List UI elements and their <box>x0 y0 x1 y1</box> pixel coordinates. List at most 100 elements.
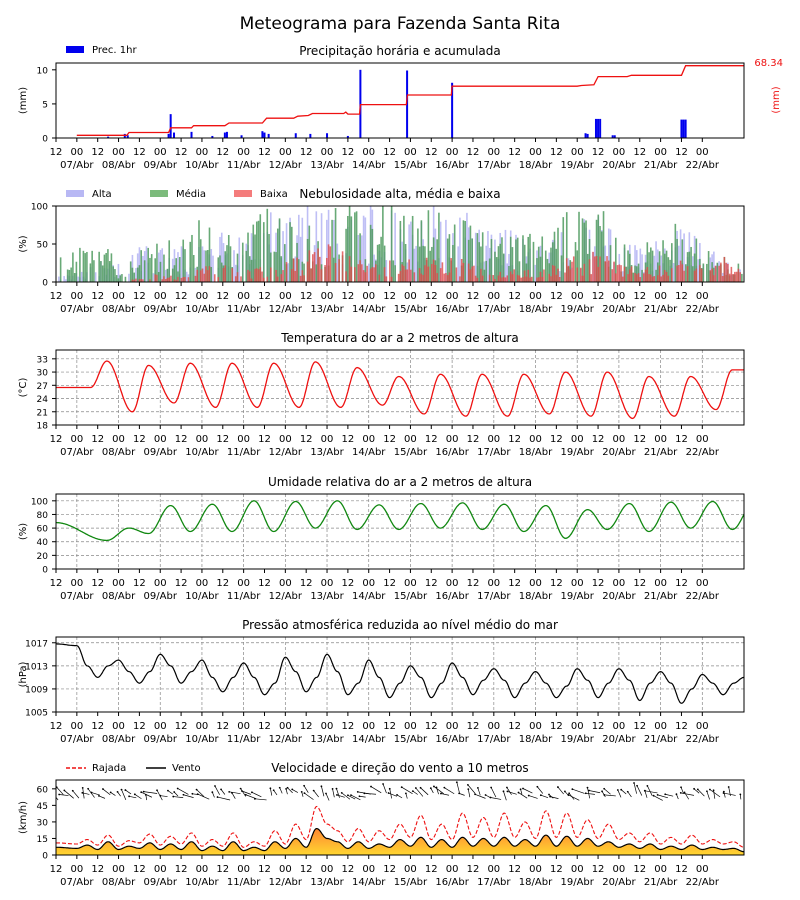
x-date-label: 15/Abr <box>394 160 428 171</box>
wind-arrow-head <box>519 788 522 791</box>
cloud-bar-alta <box>413 248 416 282</box>
cloud-bar-alta <box>434 228 437 282</box>
cloud-bar-baixa <box>720 262 722 282</box>
x-tick-label: 00 <box>696 721 709 732</box>
cloud-bar-baixa <box>131 279 134 282</box>
x-tick-label: 00 <box>112 291 125 302</box>
cloud-bar-media <box>438 212 440 282</box>
cloud-bar-media <box>226 245 228 282</box>
cloud-bar-baixa <box>501 277 503 282</box>
precip-bar <box>451 82 454 138</box>
x-tick-label: 00 <box>487 721 500 732</box>
cloud-bar-baixa <box>320 269 323 282</box>
wind-arrow <box>644 790 658 794</box>
wind-arrow <box>647 785 653 796</box>
cloud-bar-media <box>481 232 484 282</box>
wind-arrow-head <box>388 787 391 790</box>
x-tick-label: 12 <box>467 721 480 732</box>
cloud-bar-media <box>306 238 309 282</box>
cloud-bar-baixa <box>614 273 617 282</box>
x-date-label: 19/Abr <box>561 734 595 745</box>
cloud-bar-media <box>509 236 512 282</box>
cloud-bar-media <box>422 245 424 282</box>
x-date-label: 11/Abr <box>227 877 261 888</box>
cloud-bar-media <box>515 239 517 282</box>
x-tick-label: 00 <box>70 147 83 158</box>
cloud-bar-media <box>333 257 335 282</box>
cloud-bar-baixa <box>446 275 449 282</box>
cloud-bar-baixa <box>671 268 673 282</box>
cloud-bar-media <box>453 224 456 282</box>
x-tick-label: 00 <box>237 434 250 445</box>
cloud-bar-media <box>315 264 318 282</box>
cloud-bar-alta <box>361 235 363 282</box>
wind-arrow-head <box>220 788 222 791</box>
cloud-bar-alta <box>315 211 318 282</box>
wind-arrow <box>412 790 418 795</box>
cloud-bar-media <box>632 272 635 282</box>
x-tick-label: 00 <box>487 578 500 589</box>
cloud-bar-baixa <box>205 266 207 282</box>
x-date-label: 08/Abr <box>102 734 136 745</box>
y-tick-label: 40 <box>37 538 49 548</box>
cloud-bar-baixa <box>348 256 351 282</box>
cloud-bar-media <box>129 261 132 282</box>
cloud-bar-baixa <box>319 256 321 282</box>
cloud-bar-baixa <box>418 268 421 282</box>
x-tick-label: 12 <box>216 291 229 302</box>
wind-arrow <box>220 789 226 795</box>
cloud-bar-baixa <box>725 262 727 282</box>
wind-arrow-head <box>325 792 327 795</box>
x-date-label: 22/Abr <box>686 877 720 888</box>
cloud-bar-media <box>149 257 151 282</box>
cloud-bar-baixa <box>327 244 330 282</box>
wind-arrow <box>336 794 345 798</box>
x-tick-label: 12 <box>383 864 396 875</box>
cloud-bar-baixa <box>194 275 197 282</box>
x-date-label: 11/Abr <box>227 304 261 315</box>
cloud-bar-baixa <box>255 268 258 282</box>
cloud-bar-media <box>609 245 612 282</box>
wind-arrow-head <box>588 789 590 792</box>
wind-arrow-head <box>98 794 100 797</box>
wind-arrow-head <box>216 796 219 798</box>
cloud-bar-baixa <box>630 266 633 282</box>
wind-arrow-head <box>173 791 176 793</box>
x-tick-label: 12 <box>50 721 63 732</box>
x-tick-label: 00 <box>321 578 334 589</box>
precip-bar <box>680 119 683 138</box>
cloud-bar-baixa <box>502 276 505 282</box>
y-tick-label: 1005 <box>25 709 48 719</box>
wind-arrow <box>420 787 429 796</box>
cloud-bar-media <box>168 240 171 282</box>
x-tick-label: 12 <box>508 578 521 589</box>
cloud-bar-media <box>529 233 531 282</box>
cloud-bar-baixa <box>567 265 570 282</box>
y-axis-label: (%) <box>18 523 29 540</box>
cloud-bar-baixa <box>480 268 482 282</box>
cloud-bar-media <box>706 263 708 282</box>
wind-arrow <box>503 791 507 801</box>
legend-label: Rajada <box>92 763 126 774</box>
cloud-bar-alta <box>250 233 253 282</box>
cloud-bar-media <box>382 206 384 282</box>
x-tick-label: 12 <box>550 434 563 445</box>
cloud-bar-media <box>143 260 146 282</box>
x-date-label: 08/Abr <box>102 591 136 602</box>
x-tick-label: 00 <box>446 291 459 302</box>
cloud-bar-baixa <box>713 275 715 282</box>
cloud-bar-media <box>664 253 666 282</box>
x-tick-label: 00 <box>196 864 209 875</box>
x-date-label: 16/Abr <box>435 304 469 315</box>
cloud-bar-media <box>117 278 120 282</box>
cloud-bar-media <box>236 253 239 282</box>
pressure-line <box>56 643 744 704</box>
x-tick-label: 12 <box>91 147 104 158</box>
cloud-bar-alta <box>201 246 204 282</box>
x-date-label: 19/Abr <box>561 591 595 602</box>
x-tick-label: 00 <box>154 291 167 302</box>
cloud-bar-media <box>508 265 510 282</box>
cloud-bar-alta <box>401 241 403 282</box>
cloud-bar-baixa <box>732 274 734 282</box>
cloud-bar-alta <box>408 224 410 282</box>
